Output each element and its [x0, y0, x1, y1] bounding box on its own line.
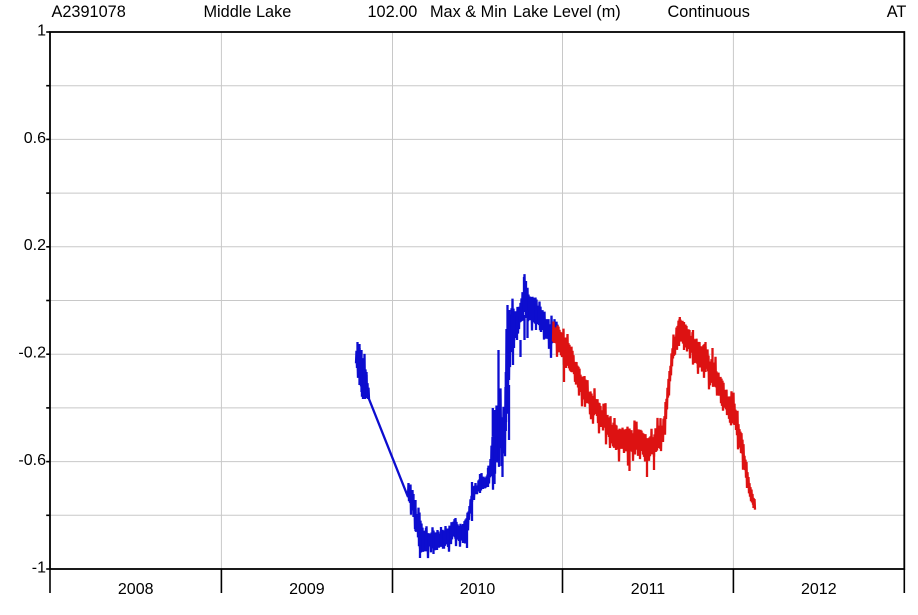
svg-text:AT: AT: [887, 3, 907, 21]
svg-text:2012: 2012: [801, 581, 837, 598]
svg-text:Continuous: Continuous: [668, 3, 750, 21]
svg-text:0.6: 0.6: [24, 130, 46, 147]
svg-text:Lake Level (m): Lake Level (m): [513, 3, 621, 21]
svg-text:1: 1: [37, 22, 46, 39]
svg-text:Max & Min: Max & Min: [430, 3, 507, 21]
svg-text:2009: 2009: [289, 581, 325, 598]
svg-text:2010: 2010: [460, 581, 496, 598]
svg-text:102.00: 102.00: [368, 3, 418, 21]
svg-text:-1: -1: [32, 559, 46, 576]
svg-text:2011: 2011: [631, 581, 666, 598]
svg-text:-0.2: -0.2: [18, 345, 46, 362]
svg-text:A2391078: A2391078: [52, 3, 126, 21]
svg-text:Middle Lake: Middle Lake: [204, 3, 292, 21]
svg-text:-0.6: -0.6: [18, 452, 46, 469]
svg-text:2008: 2008: [118, 581, 154, 598]
svg-text:0.2: 0.2: [24, 237, 46, 254]
